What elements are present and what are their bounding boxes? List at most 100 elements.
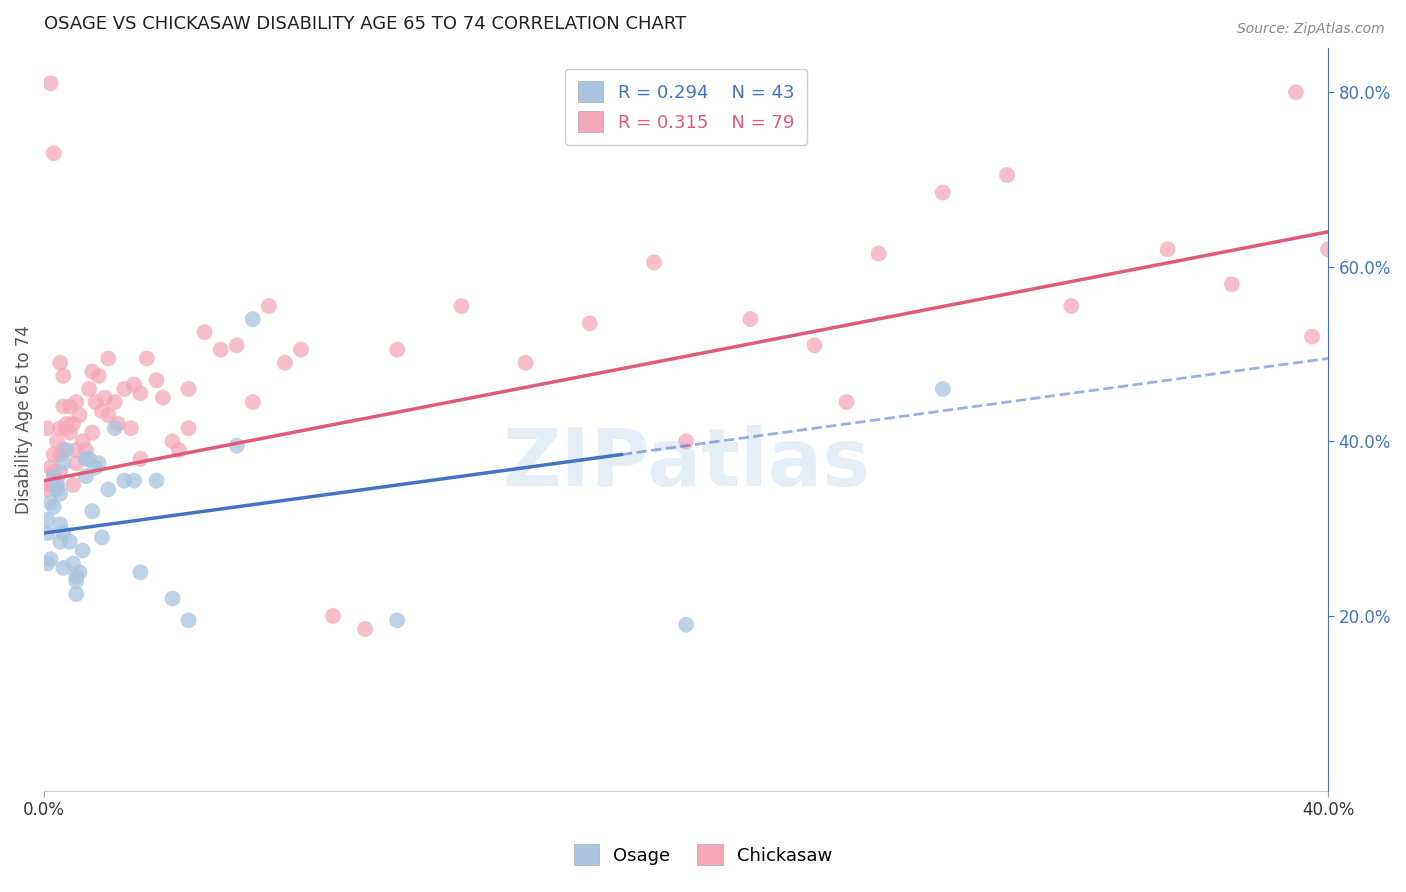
Point <box>75 469 97 483</box>
Point <box>932 186 955 200</box>
Point <box>354 622 377 636</box>
Point <box>37 526 59 541</box>
Text: ZIPatlas: ZIPatlas <box>502 425 870 503</box>
Point <box>740 312 762 326</box>
Point <box>52 561 75 575</box>
Point <box>67 566 90 580</box>
Point <box>1156 242 1178 256</box>
Point <box>242 312 264 326</box>
Point <box>37 421 59 435</box>
Point <box>52 368 75 383</box>
Point <box>42 465 65 479</box>
Point <box>37 557 59 571</box>
Point <box>135 351 157 366</box>
Point <box>112 474 135 488</box>
Point <box>65 443 87 458</box>
Point <box>675 617 697 632</box>
Point <box>65 587 87 601</box>
Point <box>49 447 72 461</box>
Point <box>82 425 104 440</box>
Point <box>97 351 120 366</box>
Point <box>257 299 280 313</box>
Point <box>72 434 94 449</box>
Point <box>122 377 145 392</box>
Y-axis label: Disability Age 65 to 74: Disability Age 65 to 74 <box>15 325 32 514</box>
Point <box>129 386 152 401</box>
Point <box>145 373 167 387</box>
Point <box>49 356 72 370</box>
Point <box>65 570 87 584</box>
Point <box>55 421 77 435</box>
Point <box>49 421 72 435</box>
Point <box>122 474 145 488</box>
Point <box>46 478 69 492</box>
Point <box>177 613 200 627</box>
Point <box>62 557 84 571</box>
Point <box>77 382 100 396</box>
Point <box>42 469 65 483</box>
Text: Source: ZipAtlas.com: Source: ZipAtlas.com <box>1237 22 1385 37</box>
Point <box>39 495 62 509</box>
Point <box>675 434 697 449</box>
Point <box>46 483 69 497</box>
Point <box>450 299 472 313</box>
Point <box>82 504 104 518</box>
Point <box>152 391 174 405</box>
Point <box>1220 277 1243 292</box>
Text: OSAGE VS CHICKASAW DISABILITY AGE 65 TO 74 CORRELATION CHART: OSAGE VS CHICKASAW DISABILITY AGE 65 TO … <box>44 15 686 33</box>
Point <box>225 439 247 453</box>
Point <box>62 478 84 492</box>
Point <box>37 483 59 497</box>
Point <box>1285 85 1308 99</box>
Point <box>49 534 72 549</box>
Point <box>578 317 600 331</box>
Point <box>835 395 858 409</box>
Point <box>72 543 94 558</box>
Point <box>242 395 264 409</box>
Point <box>162 434 184 449</box>
Point <box>97 408 120 422</box>
Point <box>194 325 217 339</box>
Point <box>94 391 117 405</box>
Point <box>90 530 112 544</box>
Point <box>49 465 72 479</box>
Point <box>107 417 129 431</box>
Point <box>84 460 107 475</box>
Point <box>42 146 65 161</box>
Point <box>59 425 82 440</box>
Point <box>65 395 87 409</box>
Point <box>59 400 82 414</box>
Point <box>46 474 69 488</box>
Point <box>1317 242 1340 256</box>
Point <box>643 255 665 269</box>
Point <box>42 500 65 514</box>
Point <box>177 382 200 396</box>
Point <box>39 460 62 475</box>
Point <box>177 421 200 435</box>
Point <box>87 456 110 470</box>
Legend: R = 0.294    N = 43, R = 0.315    N = 79: R = 0.294 N = 43, R = 0.315 N = 79 <box>565 69 807 145</box>
Point <box>274 356 297 370</box>
Point <box>84 395 107 409</box>
Point <box>162 591 184 606</box>
Point <box>55 417 77 431</box>
Point <box>49 487 72 501</box>
Point <box>322 609 344 624</box>
Point <box>52 526 75 541</box>
Point <box>87 368 110 383</box>
Point <box>82 364 104 378</box>
Point <box>120 421 142 435</box>
Point <box>129 566 152 580</box>
Legend: Osage, Chickasaw: Osage, Chickasaw <box>565 835 841 874</box>
Point <box>42 447 65 461</box>
Point <box>209 343 232 357</box>
Point <box>1060 299 1083 313</box>
Point <box>167 443 190 458</box>
Point <box>75 443 97 458</box>
Point <box>1301 329 1323 343</box>
Point <box>52 400 75 414</box>
Point <box>39 478 62 492</box>
Point <box>145 474 167 488</box>
Point <box>387 613 409 627</box>
Point <box>90 404 112 418</box>
